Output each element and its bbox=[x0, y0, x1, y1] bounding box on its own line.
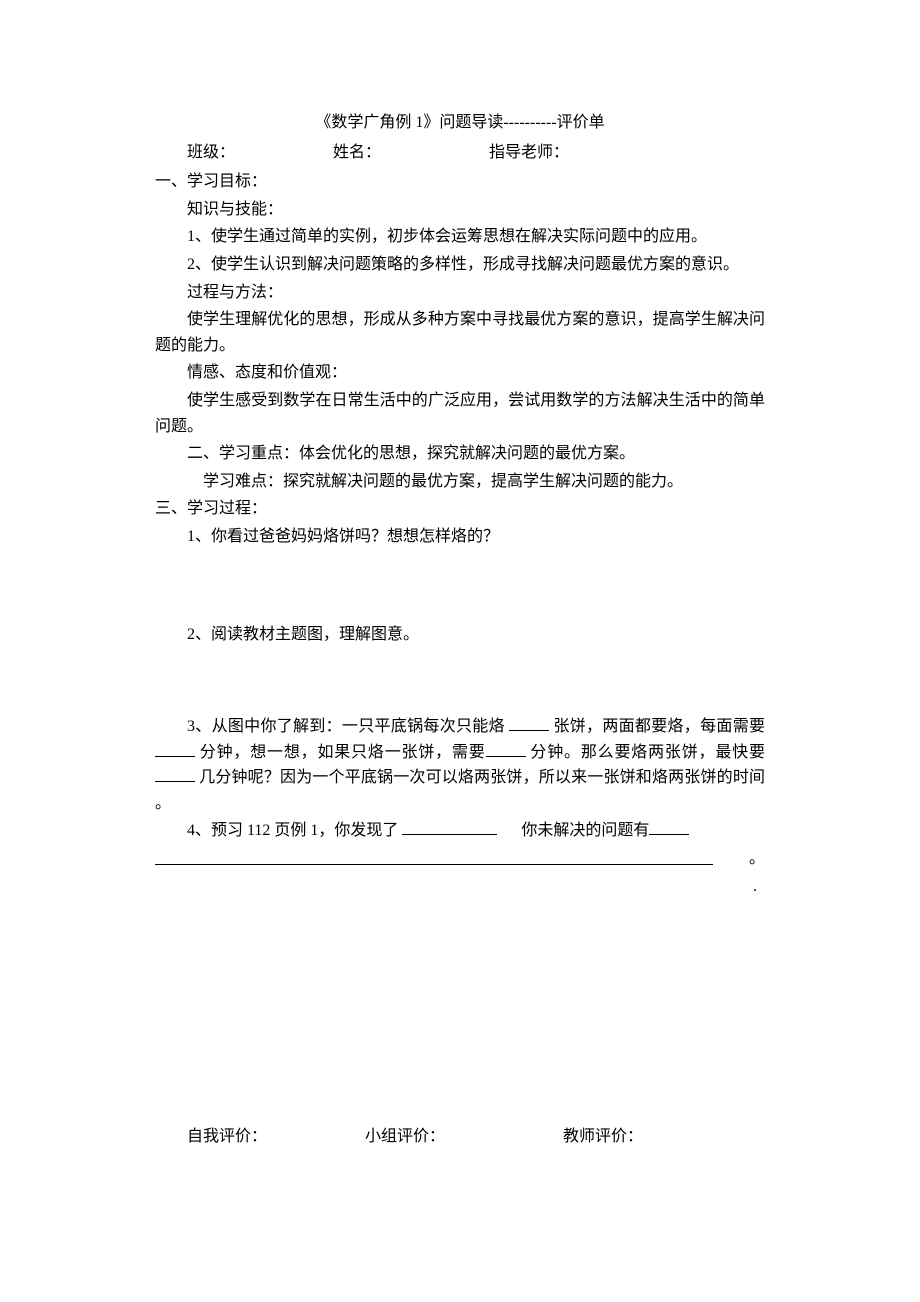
q4-part-a: 4、预习 112 页例 1，你发现了 bbox=[187, 822, 402, 839]
answer-space-3 bbox=[155, 899, 765, 1124]
class-label: 班级： bbox=[187, 144, 235, 161]
q4-part-b: 你未解决的问题有 bbox=[517, 822, 649, 839]
q3-part-d: 分钟。那么要烙两张饼，最快要 bbox=[526, 744, 765, 761]
q3-part-c: 分钟，想一想，如果只烙一张饼，需要 bbox=[195, 744, 486, 761]
sub-heading-knowledge: 知识与技能： bbox=[155, 197, 765, 223]
values-text: 使学生感受到数学在日常生活中的广泛应用，尝试用数学的方法解决生活中的简单问题。 bbox=[155, 388, 765, 439]
section-2-heading: 二、学习重点：体会优化的思想，探究就解决问题的最优方案。 bbox=[155, 441, 765, 467]
blank-line-full[interactable] bbox=[155, 846, 713, 865]
blank-discovery[interactable] bbox=[402, 819, 497, 835]
objective-2: 2、使学生认识到解决问题策略的多样性，形成寻找解决问题最优方案的意识。 bbox=[155, 252, 765, 278]
name-label: 姓名： bbox=[333, 144, 381, 161]
objective-2-text: 2、使学生认识到解决问题策略的多样性，形成寻找解决问题最优方案的意识。 bbox=[187, 256, 739, 273]
header-info-line: 班级： 姓名： 指导老师： bbox=[155, 140, 765, 166]
blank-pancakes[interactable] bbox=[509, 715, 549, 731]
answer-space-1 bbox=[155, 552, 765, 622]
q3-part-a: 3、从图中你了解到：一只平底锅每次只能烙 bbox=[187, 718, 509, 735]
process-text: 使学生理解优化的思想，形成从多种方案中寻找最优方案的意识，提高学生解决问题的能力… bbox=[155, 307, 765, 358]
blank-line-row: 。 bbox=[155, 846, 765, 872]
q3-part-b: 张饼，两面都要烙，每面需要 bbox=[549, 718, 765, 735]
answer-space-2 bbox=[155, 649, 765, 714]
evaluation-row: 自我评价： 小组评价： 教师评价： bbox=[155, 1124, 765, 1150]
sub-heading-values: 情感、态度和价值观： bbox=[155, 360, 765, 386]
values-paragraph: 使学生感受到数学在日常生活中的广泛应用，尝试用数学的方法解决生活中的简单问题。 bbox=[155, 392, 765, 435]
trailing-dot: . bbox=[155, 874, 765, 900]
sub-heading-process: 过程与方法： bbox=[155, 280, 765, 306]
q3-part-e: 几分钟呢？因为一个平底锅一次可以烙两张饼，所以来一张饼和烙两张饼的时间 。 bbox=[155, 769, 765, 812]
teacher-eval-label: 教师评价： bbox=[563, 1128, 643, 1145]
section-1-heading: 一、学习目标： bbox=[155, 169, 765, 195]
question-1: 1、你看过爸爸妈妈烙饼吗？想想怎样烙的？ bbox=[155, 524, 765, 550]
blank-minutes-two[interactable] bbox=[155, 766, 195, 782]
objective-1-text: 1、使学生通过简单的实例，初步体会运筹思想在解决实际问题中的应用。 bbox=[187, 228, 707, 245]
question-2: 2、阅读教材主题图，理解图意。 bbox=[155, 622, 765, 648]
question-4: 4、预习 112 页例 1，你发现了 你未解决的问题有 bbox=[155, 818, 765, 844]
teacher-label: 指导老师： bbox=[489, 144, 569, 161]
self-eval-label: 自我评价： bbox=[187, 1128, 267, 1145]
difficulty-text: 学习难点：探究就解决问题的最优方案，提高学生解决问题的能力。 bbox=[155, 469, 765, 495]
question-3: 3、从图中你了解到：一只平底锅每次只能烙 张饼，两面都要烙，每面需要 分钟，想一… bbox=[155, 714, 765, 816]
blank-minutes-side[interactable] bbox=[155, 741, 195, 757]
blank-unsolved[interactable] bbox=[649, 819, 689, 835]
blank-minutes-one[interactable] bbox=[486, 741, 526, 757]
document-title: 《数学广角例 1》问题导读----------评价单 bbox=[155, 110, 765, 136]
section-3-heading: 三、学习过程： bbox=[155, 496, 765, 522]
period-mark: 。 bbox=[717, 846, 765, 872]
group-eval-label: 小组评价： bbox=[365, 1128, 445, 1145]
objective-1: 1、使学生通过简单的实例，初步体会运筹思想在解决实际问题中的应用。 bbox=[155, 224, 765, 250]
process-paragraph: 使学生理解优化的思想，形成从多种方案中寻找最优方案的意识，提高学生解决问题的能力… bbox=[155, 311, 765, 354]
